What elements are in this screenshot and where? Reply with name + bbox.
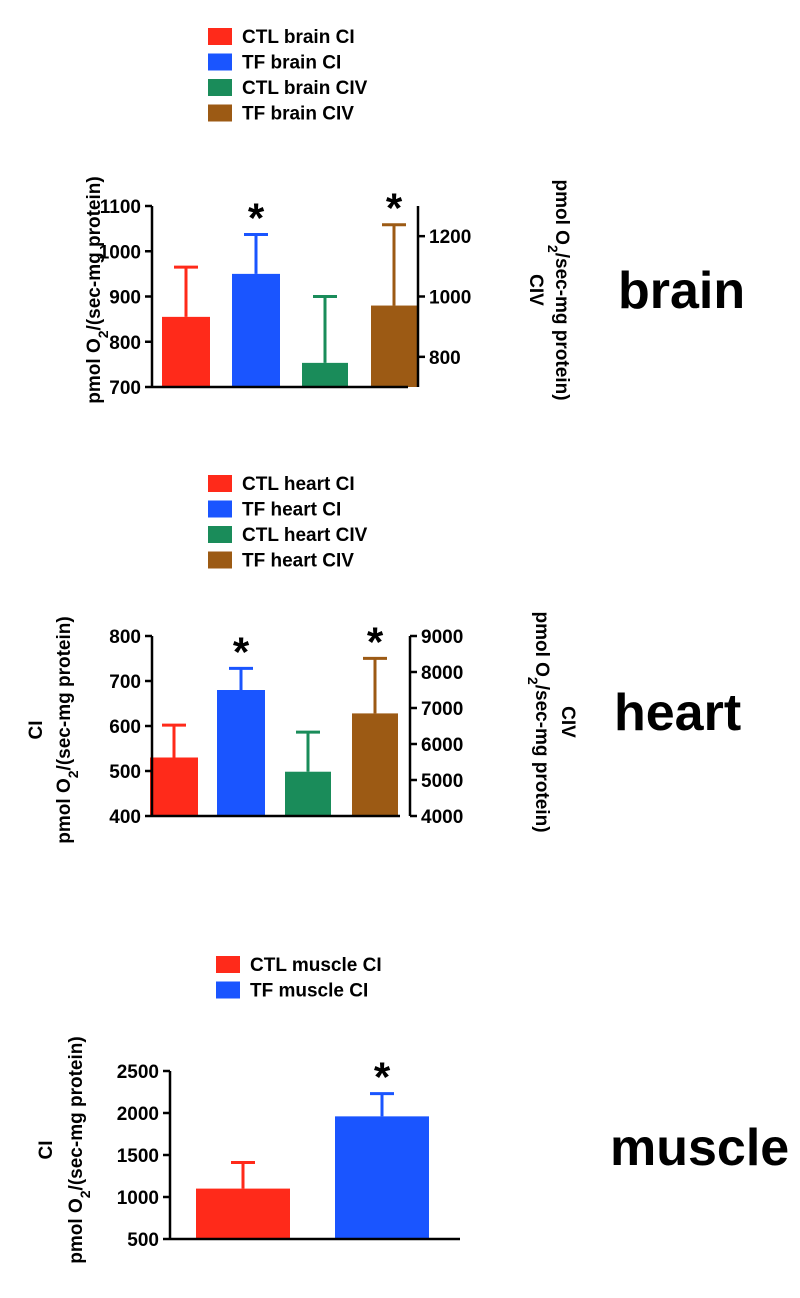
bar-ctl-muscle-ci	[196, 1188, 290, 1239]
left-axis-label: CI	[36, 1141, 57, 1160]
right-axis-label: CIV	[557, 706, 578, 738]
bar-tf-muscle-ci	[335, 1116, 429, 1239]
legend-swatch	[208, 79, 232, 96]
left-tick-label: 700	[109, 672, 141, 693]
significance-star: *	[386, 185, 403, 232]
right-tick-label: 1200	[429, 227, 471, 248]
legend-swatch	[208, 104, 232, 122]
significance-star: *	[367, 618, 384, 665]
heart-panel: CTL heart CI TF heart CI CTL heart CIV TF h…	[26, 474, 741, 844]
legend-swatch	[208, 475, 232, 492]
significance-star: *	[233, 628, 250, 675]
bar-tf-brain-ci	[232, 273, 280, 387]
left-tick-label: 700	[109, 378, 141, 399]
legend-swatch	[208, 500, 232, 518]
legend-entry: CTL brain CIV	[242, 78, 368, 99]
significance-star: *	[374, 1054, 391, 1101]
right-axis-label: CIV	[525, 274, 546, 306]
right-tick-label: 8000	[421, 663, 463, 684]
legend-entry: TF brain CI	[242, 53, 341, 74]
left-tick-label: 1000	[117, 1188, 159, 1209]
legend-entry: CTL heart CI	[242, 474, 355, 495]
left-tick-label: 900	[109, 288, 141, 309]
legend-swatch	[216, 981, 240, 999]
legend-entry: CTL brain CI	[242, 27, 355, 48]
right-tick-label: 9000	[421, 627, 463, 648]
legend-swatch	[208, 551, 232, 569]
left-tick-label: 800	[109, 627, 141, 648]
right-tick-label: 5000	[421, 771, 463, 792]
left-tick-label: 2500	[117, 1062, 159, 1083]
legend-entry: TF muscle CI	[250, 981, 368, 1002]
left-tick-label: 800	[109, 333, 141, 354]
bar-ctl-heart-ci	[150, 757, 198, 816]
left-tick-label: 1500	[117, 1146, 159, 1167]
legend-entry: CTL heart CIV	[242, 525, 368, 546]
right-axis-label: pmol O2/sec-mg protein)	[545, 179, 572, 400]
panel-label-muscle: muscle	[610, 1119, 789, 1177]
bar-ctl-brain-civ	[302, 362, 348, 387]
right-tick-label: 7000	[421, 699, 463, 720]
panel-label-brain: brain	[618, 262, 745, 320]
bar-ctl-heart-civ	[285, 771, 331, 816]
right-tick-label: 4000	[421, 807, 463, 828]
bar-ctl-brain-ci	[162, 316, 210, 387]
left-tick-label: 1100	[100, 197, 141, 218]
significance-star: *	[248, 195, 265, 242]
bar-tf-heart-civ	[352, 713, 398, 816]
left-tick-label: 1000	[99, 242, 141, 263]
right-axis-label: pmol O2/sec-mg protein)	[525, 611, 552, 832]
left-tick-label: 500	[127, 1230, 159, 1251]
right-tick-label: 6000	[421, 735, 463, 756]
legend-swatch	[208, 28, 232, 45]
left-tick-label: 600	[109, 717, 141, 738]
legend-entry: TF heart CI	[242, 500, 341, 521]
legend-swatch	[208, 526, 232, 543]
left-axis-label: CI	[26, 721, 47, 740]
legend-swatch	[208, 53, 232, 71]
right-tick-label: 1000	[429, 288, 471, 309]
right-tick-label: 800	[429, 348, 461, 369]
bar-tf-heart-ci	[217, 690, 265, 816]
bar-tf-brain-civ	[371, 305, 417, 387]
left-tick-label: 400	[109, 807, 141, 828]
left-tick-label: 500	[109, 762, 141, 783]
left-tick-label: 2000	[117, 1104, 159, 1125]
legend-entry: CTL muscle CI	[250, 955, 382, 976]
legend-entry: TF brain CIV	[242, 104, 354, 125]
muscle-panel: CTL muscle CI TF muscle CI * 500 1000 1500 200…	[36, 955, 789, 1264]
left-axis-label: pmol O2/(sec-mg protein)	[54, 616, 81, 843]
left-axis-label: pmol O2/(sec-mg protein)	[66, 1036, 93, 1263]
panel-label-heart: heart	[614, 684, 741, 742]
legend-entry: TF heart CIV	[242, 551, 354, 572]
brain-panel: CTL brain CI TF brain CI CTL brain CIV TF b…	[84, 27, 745, 404]
legend-swatch	[216, 956, 240, 973]
